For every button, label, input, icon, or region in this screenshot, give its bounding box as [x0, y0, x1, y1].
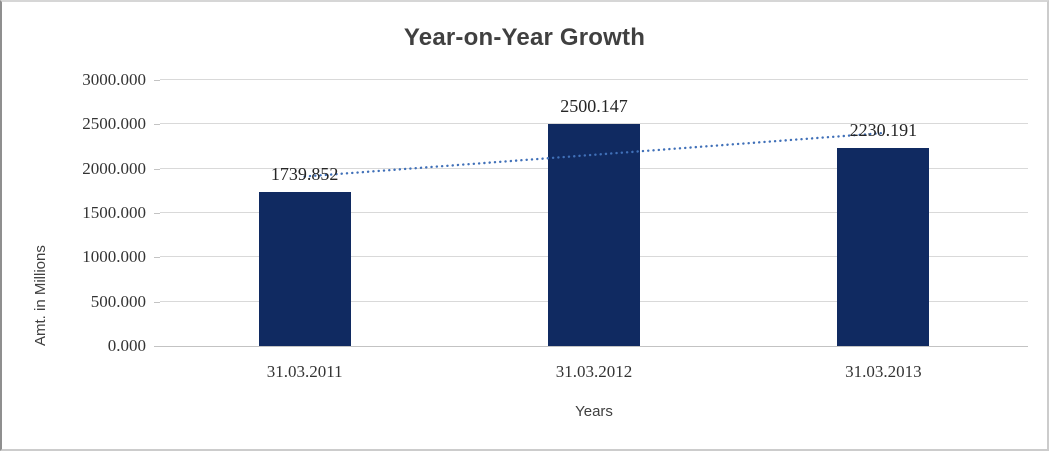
gridline	[160, 123, 1028, 125]
y-tick-label: 0.000	[107, 336, 146, 355]
x-axis-title: Years	[575, 403, 613, 420]
y-tick-label: 2500.000	[82, 114, 146, 134]
bar-31.03.2012[interactable]	[548, 124, 640, 346]
y-tick-label: 3000.000	[82, 70, 146, 89]
y-tick-mark	[154, 168, 160, 170]
y-tick-mark	[154, 213, 160, 214]
y-tick-label: 1500.000	[82, 203, 146, 222]
y-tick-label: 1000.000	[82, 247, 146, 267]
data-label: 2230.191	[849, 120, 918, 141]
y-tick-mark	[154, 257, 160, 259]
data-label: 1739.852	[270, 163, 339, 184]
y-tick-mark	[154, 301, 160, 303]
gridline	[160, 79, 1028, 80]
bar-31.03.2013[interactable]	[837, 148, 930, 346]
data-label: 2500.147	[560, 96, 628, 117]
y-tick-label: 2000.000	[82, 158, 146, 178]
y-tick-mark	[154, 346, 160, 347]
x-category-label: 31.03.2013	[845, 362, 922, 381]
x-category-label: 31.03.2012	[555, 362, 633, 381]
y-tick-label: 500.000	[90, 291, 146, 311]
chart-title: Year-on-Year Growth	[403, 24, 646, 51]
y-tick-mark	[154, 124, 160, 126]
y-tick-mark	[154, 80, 160, 81]
bar-31.03.2011[interactable]	[258, 191, 351, 346]
x-category-label: 31.03.2011	[266, 362, 343, 381]
